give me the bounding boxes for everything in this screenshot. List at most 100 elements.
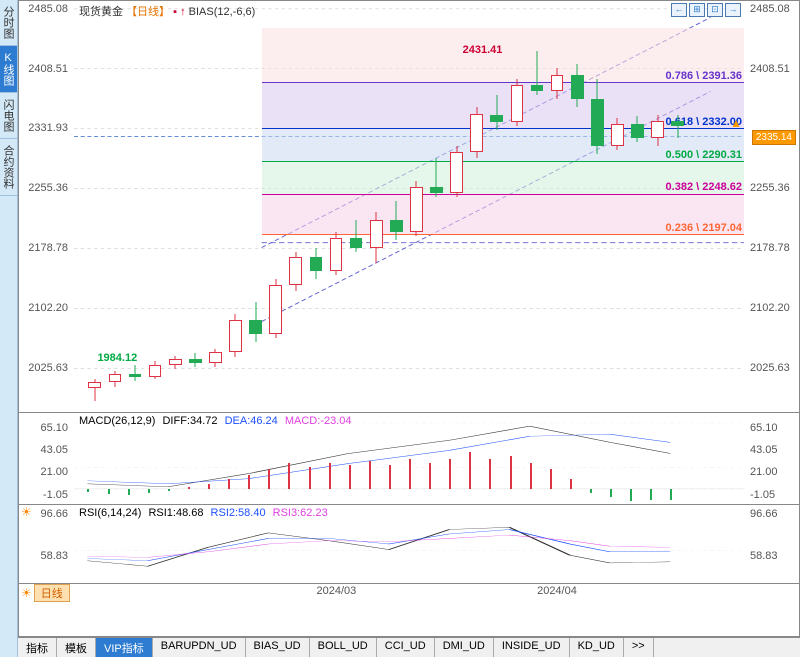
candle (168, 356, 183, 369)
fib-label: 0.236 \ 2197.04 (666, 222, 742, 234)
macd-bar (309, 467, 311, 489)
left-tab[interactable]: K线图 (0, 46, 17, 93)
period-bar: ☀ 日线 2024/032024/04 (19, 583, 799, 601)
left-tab[interactable]: 分时图 (0, 0, 17, 46)
candle (309, 248, 324, 279)
candle (469, 107, 484, 158)
candle (449, 146, 464, 197)
x-axis: 2024/032024/04 (110, 584, 799, 602)
bottom-tab[interactable]: VIP指标 (96, 638, 153, 657)
y-tick: 21.00 (40, 466, 68, 478)
y-tick: 43.05 (40, 444, 68, 456)
candle (590, 79, 605, 153)
macd-bar (188, 487, 190, 489)
candle (510, 79, 525, 126)
left-tab[interactable]: 合约资料 (0, 139, 17, 196)
main-area: ←⊞⊡→ 现货黄金 【日线】 ▪ ↑ BIAS(12,-6,6) 2485.08… (18, 0, 800, 657)
y-tick: 2178.78 (28, 242, 68, 254)
toolbar-icon[interactable]: → (725, 3, 741, 17)
bottom-tab[interactable]: INSIDE_UD (494, 638, 570, 657)
price-pane: ←⊞⊡→ 现货黄金 【日线】 ▪ ↑ BIAS(12,-6,6) 2485.08… (19, 1, 799, 413)
bottom-tab[interactable]: 模板 (57, 638, 96, 657)
toolbar-icon[interactable]: ⊞ (689, 3, 705, 17)
left-tab-strip: 分时图K线图闪电图合约资料 (0, 0, 18, 657)
bottom-tab[interactable]: BARUPDN_UD (153, 638, 246, 657)
y-axis-left: 2485.082408.512331.932255.362178.782102.… (19, 1, 74, 412)
candle (369, 212, 384, 263)
toolbar-icon[interactable]: ← (671, 3, 687, 17)
candle (429, 158, 444, 197)
candle (148, 361, 163, 379)
bottom-tab[interactable]: BIAS_UD (246, 638, 310, 657)
macd-bar (650, 489, 652, 500)
y-tick: 2178.78 (750, 242, 790, 254)
macd-y-left: 65.1043.0521.00-1.05 (19, 413, 74, 504)
y-tick: 58.83 (750, 550, 778, 562)
candle (570, 64, 585, 107)
fib-label: 0.786 \ 2391.36 (666, 70, 742, 82)
macd-bar (510, 456, 512, 488)
y-tick: 2102.20 (28, 302, 68, 314)
fib-label: 0.500 \ 2290.31 (666, 149, 742, 161)
bottom-tab[interactable]: DMI_UD (435, 638, 494, 657)
pane-toolbar: ←⊞⊡→ (671, 3, 741, 17)
rsi3: RSI3:62.23 (273, 507, 328, 519)
macd-diff: DIFF:34.72 (162, 415, 217, 427)
macd-bar (389, 465, 391, 489)
macd-bar (530, 463, 532, 489)
macd-bar (590, 489, 592, 493)
rsi-y-right: 96.66 58.83 (744, 505, 799, 583)
bottom-tab[interactable]: BOLL_UD (310, 638, 377, 657)
macd-bar (570, 479, 572, 489)
macd-bar (168, 489, 170, 491)
y-tick: 2485.08 (750, 3, 790, 15)
candle (530, 51, 545, 95)
bottom-tab[interactable]: >> (624, 638, 654, 657)
sun-icon-2: ☀ (21, 586, 32, 600)
macd-bar (87, 489, 89, 492)
macd-bar (248, 475, 250, 489)
macd-bar (409, 459, 411, 489)
y-tick: 2102.20 (750, 302, 790, 314)
y-tick: 2331.93 (28, 122, 68, 134)
candle (489, 95, 504, 130)
x-tick: 2024/03 (317, 585, 357, 597)
y-tick: 96.66 (750, 508, 778, 520)
price-pane-header: 现货黄金 【日线】 ▪ ↑ BIAS(12,-6,6) (79, 3, 255, 19)
bottom-tab[interactable]: 指标 (18, 638, 57, 657)
candle (288, 252, 303, 291)
chart-area: ←⊞⊡→ 现货黄金 【日线】 ▪ ↑ BIAS(12,-6,6) 2485.08… (18, 0, 800, 637)
y-tick: 2025.63 (750, 362, 790, 374)
bottom-tab[interactable]: CCI_UD (377, 638, 435, 657)
macd-bar (489, 459, 491, 489)
y-tick: 2485.08 (28, 3, 68, 15)
sun-icon: ☀ (21, 505, 32, 519)
toolbar-icon[interactable]: ⊡ (707, 3, 723, 17)
y-tick: 2255.36 (28, 182, 68, 194)
high-label: 2431.41 (463, 44, 503, 56)
bias-indicator-label: BIAS(12,-6,6) (189, 6, 256, 18)
price-plot[interactable]: ▲ 0.786 \ 2391.360.618 \ 2332.000.500 \ … (74, 1, 744, 412)
macd-bar (268, 469, 270, 489)
macd-bar (469, 452, 471, 488)
y-tick: 65.10 (40, 422, 68, 434)
app-root: 分时图K线图闪电图合约资料 ←⊞⊡→ 现货黄金 【日线】 ▪ ↑ BIAS(12… (0, 0, 800, 657)
macd-bar (550, 469, 552, 489)
up-arrow-icon: ▪ ↑ (173, 6, 185, 18)
macd-bar (349, 465, 351, 489)
candle (268, 279, 283, 338)
candle (329, 232, 344, 275)
y-axis-right: 2485.082408.512255.362178.782102.202025.… (744, 1, 799, 412)
macd-bar (208, 484, 210, 489)
macd-header: MACD(26,12,9) DIFF:34.72 DEA:46.24 MACD:… (79, 415, 351, 427)
rsi-header: RSI(6,14,24) RSI1:48.68 RSI2:58.40 RSI3:… (79, 507, 328, 519)
left-tab[interactable]: 闪电图 (0, 93, 17, 139)
macd-bar (329, 463, 331, 489)
bottom-tab[interactable]: KD_UD (570, 638, 624, 657)
candle (409, 181, 424, 236)
fib-line (262, 161, 744, 162)
candle (228, 314, 243, 357)
period-label[interactable]: 日线 (34, 584, 70, 602)
candle (208, 349, 223, 366)
candle (188, 353, 203, 366)
